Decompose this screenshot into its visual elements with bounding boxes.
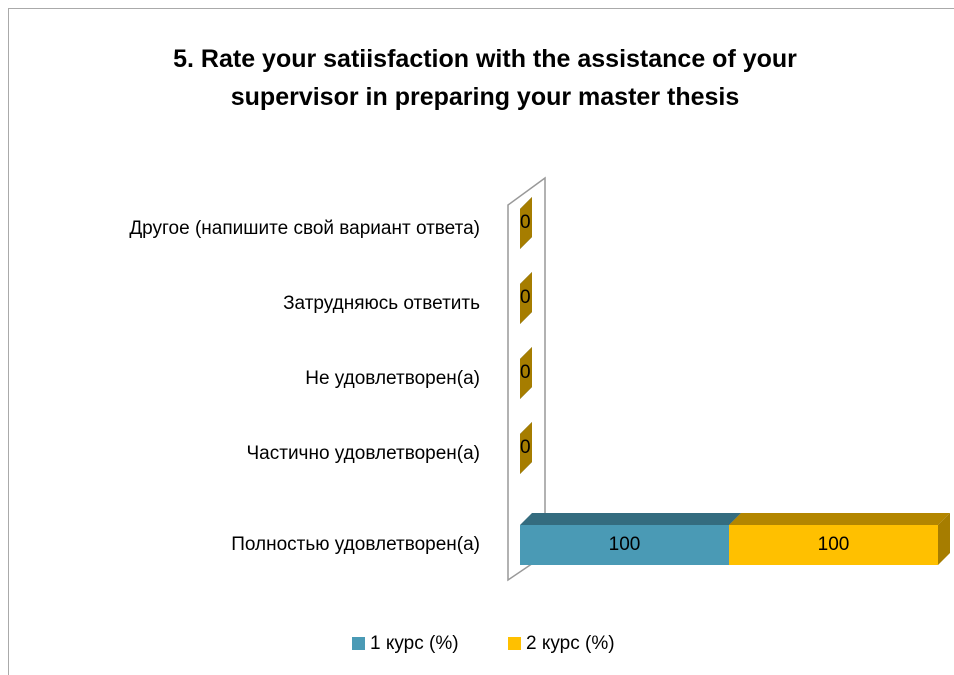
- bar: [520, 525, 729, 565]
- title-line: supervisor in preparing your master thes…: [231, 83, 740, 111]
- data-label: 100: [609, 534, 641, 555]
- legend-label: 1 курс (%): [370, 633, 459, 654]
- y-tick-label: Другое (напишите свой вариант ответа): [129, 218, 480, 239]
- bar-end-face: [520, 272, 532, 324]
- y-tick-label: Полностью удовлетворен(а): [231, 534, 480, 555]
- data-label: 0: [520, 287, 531, 308]
- legend-swatch: [352, 637, 365, 650]
- data-label: 0: [520, 212, 531, 233]
- bar-end-face: [938, 513, 950, 565]
- data-label: 0: [520, 437, 531, 458]
- y-tick-label: Не удовлетворен(а): [305, 368, 480, 389]
- bar-top-face: [520, 513, 741, 525]
- data-label: 100: [818, 534, 850, 555]
- legend-label: 2 курс (%): [526, 633, 615, 654]
- chart-title: 5. Rate your satiisfaction with the assi…: [173, 45, 797, 111]
- y-tick-label: Частично удовлетворен(а): [247, 443, 480, 464]
- y-tick-label: Затрудняюсь ответить: [283, 293, 480, 314]
- bar-end-face: [520, 422, 532, 474]
- data-label: 0: [520, 362, 531, 383]
- bar-top-face: [729, 513, 950, 525]
- legend-swatch: [508, 637, 521, 650]
- bar: [729, 525, 938, 565]
- title-line: 5. Rate your satiisfaction with the assi…: [173, 45, 797, 73]
- bar-end-face: [520, 197, 532, 249]
- bar-end-face: [520, 347, 532, 399]
